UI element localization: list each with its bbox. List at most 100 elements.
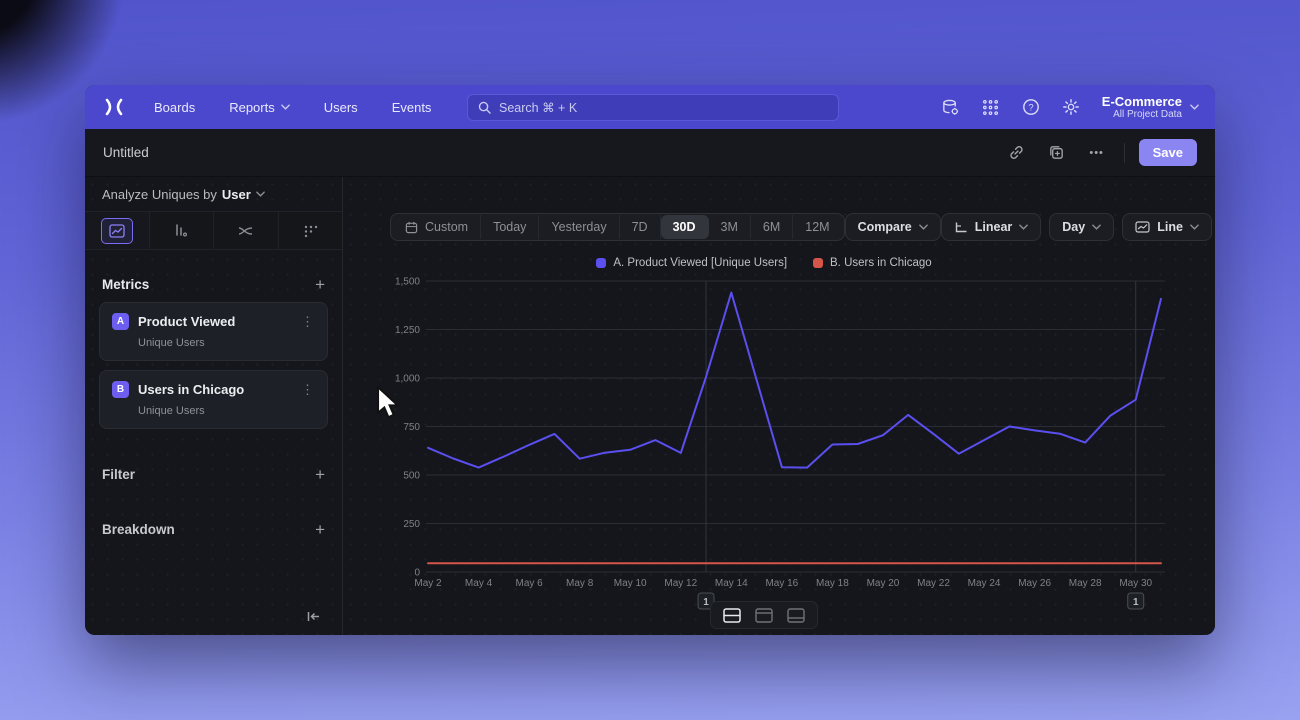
project-selector[interactable]: E-Commerce All Project Data <box>1102 94 1199 121</box>
add-metric-button[interactable]: + <box>315 275 325 294</box>
chevron-down-icon <box>1092 224 1102 230</box>
nav-item-events[interactable]: Events <box>392 100 432 115</box>
layout-top-panel-button[interactable] <box>753 606 775 624</box>
chevron-down-icon <box>918 224 928 230</box>
legend-swatch-purple <box>596 258 607 268</box>
chevron-down-icon <box>256 191 265 197</box>
scale-dropdown[interactable]: Linear <box>940 213 1042 241</box>
project-subtitle: All Project Data <box>1113 108 1182 120</box>
metric-name: Users in Chicago <box>138 382 245 397</box>
y-tick-label: 750 <box>403 422 420 433</box>
legend-item-b[interactable]: B. Users in Chicago <box>813 257 932 269</box>
query-sidebar: Analyze Uniques by User <box>85 177 343 635</box>
add-filter-button[interactable]: + <box>315 465 325 484</box>
search-input[interactable]: Search ⌘ + K <box>467 94 839 121</box>
layout-switcher <box>343 601 1185 629</box>
data-management-button[interactable] <box>936 92 966 122</box>
analyze-by-label: Analyze Uniques by <box>102 186 217 202</box>
legend-label: B. Users in Chicago <box>830 257 932 269</box>
compare-button[interactable]: Compare <box>844 213 941 241</box>
range-12m[interactable]: 12M <box>793 215 841 239</box>
line-style-icon <box>1135 221 1150 233</box>
apps-grid-icon <box>983 99 999 115</box>
nav-item-users-label: Users <box>323 99 358 115</box>
apps-grid-button[interactable] <box>976 92 1006 122</box>
nav-item-users[interactable]: Users <box>324 100 358 115</box>
annotation-badge-label: 1 <box>1133 597 1139 608</box>
more-options-button[interactable]: ••• <box>1084 140 1110 166</box>
layout-bottom-panel-button[interactable] <box>785 606 807 624</box>
analyze-by-value[interactable]: User <box>221 186 251 202</box>
y-tick-label: 1,000 <box>395 374 420 385</box>
tab-insights-line[interactable] <box>85 212 150 249</box>
metric-subtype[interactable]: Unique Users <box>138 405 205 417</box>
tab-retention[interactable] <box>278 212 342 249</box>
layout-top-panel-icon <box>755 607 773 623</box>
svg-text:?: ? <box>1028 102 1033 113</box>
chart-style-label: Line <box>1157 220 1183 234</box>
help-button[interactable]: ? <box>1016 92 1046 122</box>
flows-icon <box>239 226 253 235</box>
chart-panel: Custom Today Yesterday 7D 30D 3M 6M 12M … <box>343 177 1215 635</box>
filter-section-header: Filter + <box>85 466 342 483</box>
x-tick-label: May 4 <box>465 578 493 589</box>
nav-item-boards[interactable]: Boards <box>154 100 195 115</box>
copy-link-button[interactable] <box>1004 140 1030 166</box>
collapse-sidebar-button[interactable] <box>302 607 324 625</box>
x-tick-label: May 16 <box>765 578 798 589</box>
range-label: 30D <box>672 220 696 234</box>
save-button[interactable]: Save <box>1138 139 1197 166</box>
add-breakdown-button[interactable]: + <box>315 520 325 539</box>
calendar-icon <box>405 221 418 233</box>
range-label: Today <box>493 220 527 234</box>
gear-icon <box>1062 99 1079 115</box>
metric-badge-b: B <box>112 381 129 398</box>
scale-label: Linear <box>974 220 1013 234</box>
x-tick-label: May 22 <box>917 578 950 589</box>
tab-bar-chart[interactable] <box>149 212 214 249</box>
legend-item-a[interactable]: A. Product Viewed [Unique Users] <box>596 257 787 269</box>
range-6m[interactable]: 6M <box>751 215 794 239</box>
y-tick-label: 1,500 <box>395 277 420 288</box>
y-tick-label: 0 <box>414 568 420 579</box>
selected-tab-pill <box>100 217 133 244</box>
metric-subtype[interactable]: Unique Users <box>138 337 205 349</box>
nav-item-reports-label: Reports <box>229 99 275 115</box>
x-tick-label: May 26 <box>1018 578 1051 589</box>
metric-card-b[interactable]: B Users in Chicago ⋮ Unique Users <box>99 370 328 429</box>
range-label: 6M <box>762 220 781 234</box>
x-tick-label: May 8 <box>566 578 594 589</box>
layout-rows-button[interactable] <box>721 606 743 624</box>
metrics-label: Metrics <box>102 277 150 292</box>
range-3m[interactable]: 3M <box>709 215 751 239</box>
annotation-badge[interactable] <box>1127 592 1145 610</box>
layout-rows-icon <box>723 607 741 623</box>
range-custom[interactable]: Custom <box>393 215 482 239</box>
chart-style-dropdown[interactable]: Line <box>1122 213 1212 241</box>
divider <box>1123 142 1125 163</box>
settings-button[interactable] <box>1056 92 1086 122</box>
nav-item-events-label: Events <box>391 99 432 115</box>
report-title[interactable]: Untitled <box>103 145 149 160</box>
legend-swatch-red <box>813 258 824 268</box>
range-yesterday[interactable]: Yesterday <box>539 215 620 239</box>
interval-dropdown[interactable]: Day <box>1049 213 1115 241</box>
duplicate-button[interactable] <box>1044 140 1070 166</box>
tab-flows[interactable] <box>214 212 279 249</box>
x-tick-label: May 2 <box>414 578 442 589</box>
nav-item-reports[interactable]: Reports <box>229 100 290 115</box>
metric-menu-button[interactable]: ⋮ <box>301 381 315 397</box>
line-chart[interactable]: 0 250 500 750 1,000 1,250 1,500 May 2 May 4 May 6… <box>388 271 1188 619</box>
range-today[interactable]: Today <box>481 215 540 239</box>
chart-type-tabs <box>85 212 342 250</box>
chevron-down-icon <box>280 104 290 110</box>
chart-toolbar: Custom Today Yesterday 7D 30D 3M 6M 12M … <box>390 213 1212 241</box>
breakdown-label: Breakdown <box>102 522 175 537</box>
range-7d[interactable]: 7D <box>620 215 661 239</box>
mixpanel-logo[interactable] <box>103 96 125 118</box>
range-30d-selected[interactable]: 30D <box>660 215 709 239</box>
metric-menu-button[interactable]: ⋮ <box>301 313 315 329</box>
legend-label: A. Product Viewed [Unique Users] <box>613 257 788 269</box>
metric-card-a[interactable]: A Product Viewed ⋮ Unique Users <box>99 302 328 361</box>
